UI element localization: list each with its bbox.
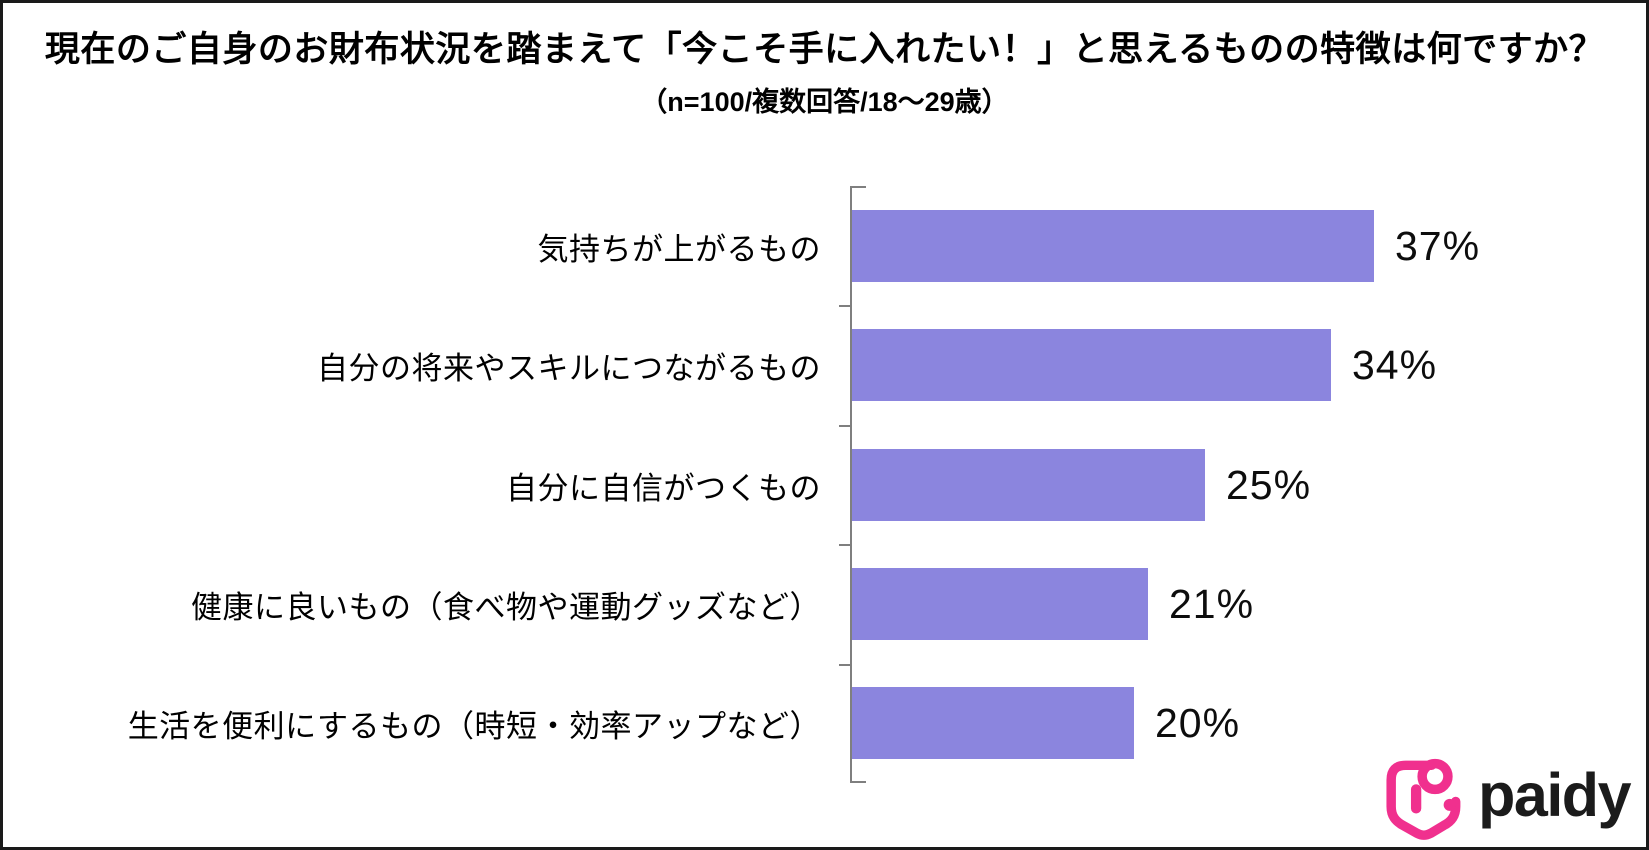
bar <box>852 329 1331 401</box>
bar <box>852 210 1374 282</box>
paidy-logo: paidy <box>1380 753 1631 843</box>
axis-boundary-tick <box>839 305 850 307</box>
bar <box>852 449 1205 521</box>
chart-subtitle: （n=100/複数回答/18～29歳） <box>640 87 1009 117</box>
category-label: 自分に自信がつくもの <box>506 470 821 506</box>
value-label: 37% <box>1395 222 1481 269</box>
value-label: 21% <box>1169 580 1255 627</box>
category-label: 気持ちが上がるもの <box>537 231 821 267</box>
title-block: 現在のご自身のお財布状況を踏まえて「今こそ手に入れたい！」と思えるものの特徴は何… <box>3 21 1646 119</box>
value-label: 25% <box>1226 461 1312 508</box>
paidy-heart-swirl-icon <box>1386 758 1461 840</box>
bar <box>852 687 1134 759</box>
value-label: 20% <box>1155 699 1241 746</box>
category-axis-line <box>850 186 852 783</box>
bar-chart-plot: 気持ちが上がるもの 37% 自分の将来やスキルにつながるもの 34% 自分に自信がつくも… <box>3 3 1646 847</box>
axis-top-cap <box>850 186 866 188</box>
category-label: 自分の将来やスキルにつながるもの <box>317 350 821 386</box>
axis-bottom-cap <box>850 781 866 783</box>
value-label: 34% <box>1352 341 1438 388</box>
chart-title: 現在のご自身のお財布状況を踏まえて「今こそ手に入れたい！」と思えるものの特徴は何… <box>44 30 1605 69</box>
category-label: 健康に良いもの（食べ物や運動グッズなど） <box>191 589 821 625</box>
paidy-wordmark: paidy <box>1478 760 1631 829</box>
axis-boundary-tick <box>839 664 850 666</box>
axis-boundary-tick <box>839 425 850 427</box>
category-label: 生活を便利にするもの（時短・効率アップなど） <box>127 708 821 744</box>
axis-boundary-tick <box>839 544 850 546</box>
bar <box>852 568 1148 640</box>
